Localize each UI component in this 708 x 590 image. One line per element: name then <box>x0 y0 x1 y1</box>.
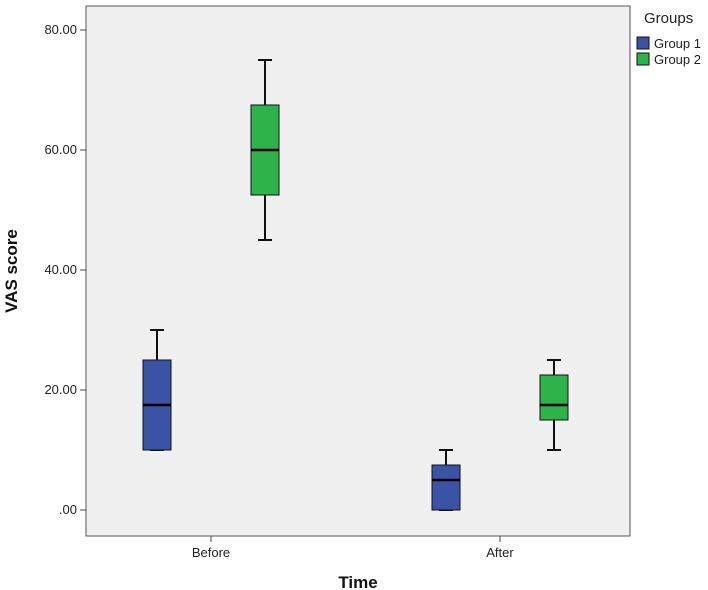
y-tick-label: 40.00 <box>44 262 77 277</box>
legend-label: Group 1 <box>654 36 701 51</box>
x-tick-label: After <box>486 545 514 560</box>
box-series <box>142 59 569 511</box>
x-axis: Before After <box>192 536 514 560</box>
box-body <box>539 374 569 421</box>
y-tick-label: 80.00 <box>44 22 77 37</box>
y-axis-title: VAS score <box>2 229 21 313</box>
box-body <box>431 464 461 511</box>
y-tick-label: .00 <box>59 502 77 517</box>
box-group-1-after <box>431 449 461 511</box>
box-group-2-after <box>539 359 569 451</box>
legend-label: Group 2 <box>654 52 701 67</box>
box-group-2-before <box>250 59 280 241</box>
x-axis-title: Time <box>338 573 377 590</box>
box-group-1-before <box>142 329 172 451</box>
legend-title: Groups <box>644 10 693 27</box>
y-tick-label: 20.00 <box>44 382 77 397</box>
x-tick-label: Before <box>192 545 230 560</box>
plot-area <box>85 5 631 537</box>
y-tick-label: 60.00 <box>44 142 77 157</box>
legend-swatch <box>636 52 650 66</box>
legend-swatch <box>636 36 650 50</box>
y-axis: .00 20.00 40.00 60.00 80.00 <box>44 22 86 517</box>
